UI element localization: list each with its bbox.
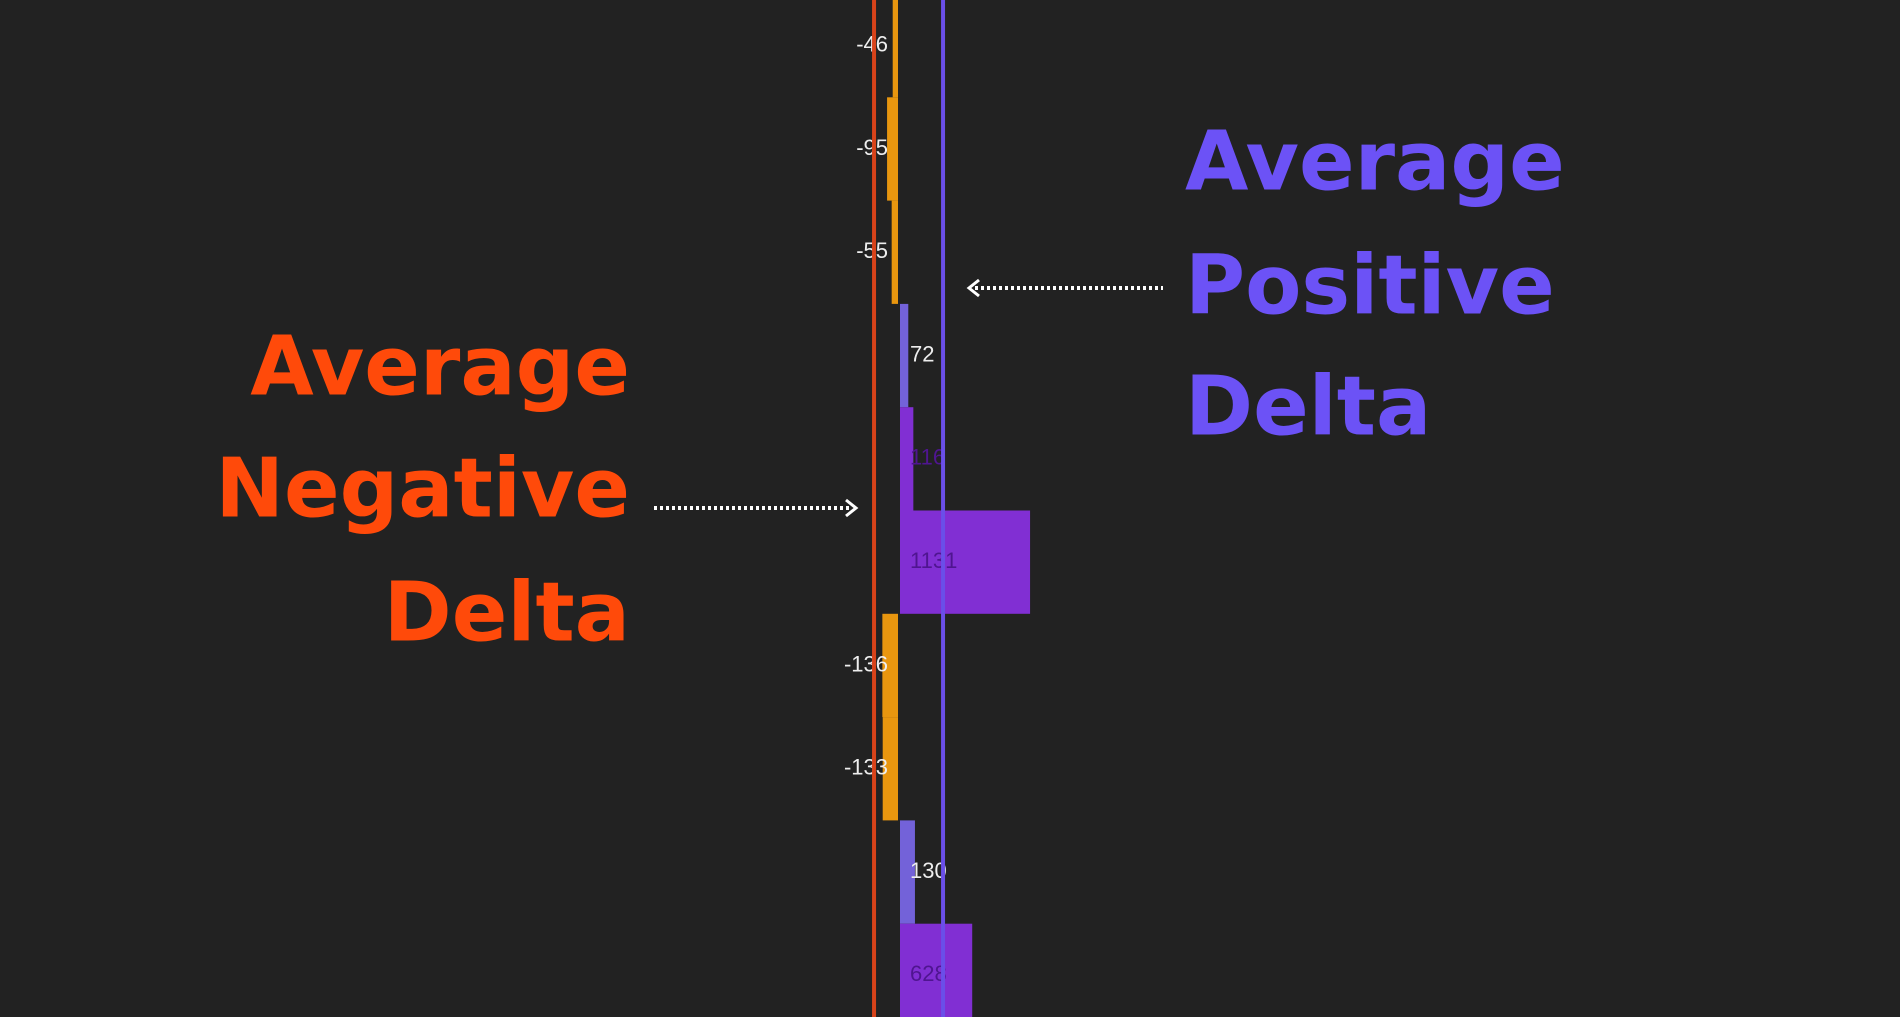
bar [891, 200, 898, 304]
value-label: 72 [910, 341, 934, 366]
annotation: Negative [215, 441, 630, 536]
value-label: -133 [844, 755, 888, 780]
bar [882, 613, 898, 718]
arrow-head [966, 278, 980, 298]
bar [887, 97, 898, 201]
annotation: Average [1185, 114, 1565, 209]
value-label: -136 [844, 651, 888, 676]
bar [882, 717, 898, 821]
bar [900, 407, 914, 511]
value-label: 130 [910, 858, 947, 883]
annotation: Delta [1185, 359, 1431, 454]
annotation: Delta [384, 565, 630, 660]
annotation: Positive [1185, 238, 1555, 333]
value-label: 116 [910, 445, 945, 470]
bar [900, 923, 973, 1017]
arrow-head [845, 498, 859, 518]
value-label: 628 [910, 961, 947, 986]
bar [900, 510, 1031, 614]
bar [900, 303, 909, 408]
bar [892, 0, 898, 98]
annotation: Average [250, 319, 630, 414]
value-label: 1131 [910, 548, 957, 573]
bar [900, 820, 915, 924]
